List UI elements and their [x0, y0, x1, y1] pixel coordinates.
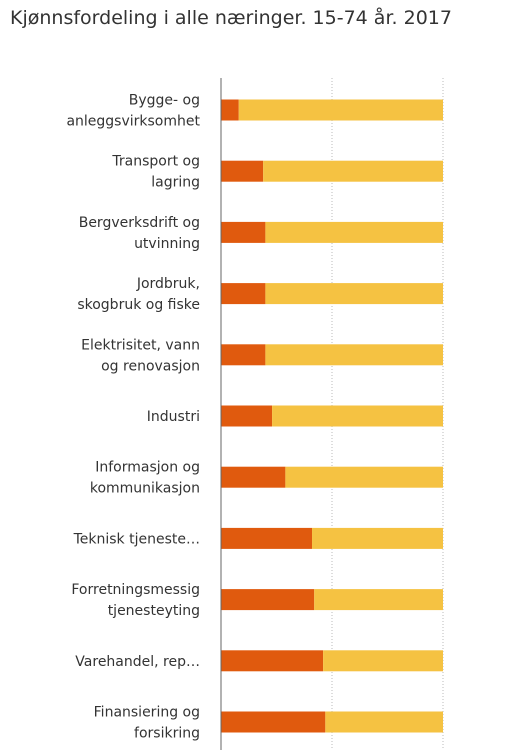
category-label-line: Elektrisitet, vann — [81, 337, 200, 353]
bar-series-0-8[interactable] — [221, 589, 315, 611]
category-label: Transport og lagring — [111, 154, 200, 191]
category-label-line: Teknisk tjeneste… — [73, 531, 200, 547]
bar-series-0-7[interactable] — [221, 527, 313, 549]
bar-series-1-9[interactable] — [323, 650, 443, 672]
chart-title: Kjønnsfordeling i alle næringer. 15-74 å… — [10, 7, 452, 29]
bar-series-1-4[interactable] — [265, 344, 443, 366]
category-label: Forretningsmessig tjenesteyting — [71, 582, 200, 619]
bars — [221, 99, 443, 733]
category-label-line: Industri — [147, 409, 200, 425]
category-label-line: tjenesteyting — [108, 603, 200, 619]
bar-series-0-2[interactable] — [221, 221, 266, 243]
category-label-line: Varehandel, rep… — [75, 654, 200, 670]
category-label-line: skogbruk og fiske — [77, 297, 200, 313]
category-label-line: forsikring — [134, 726, 200, 742]
bar-series-0-3[interactable] — [221, 283, 266, 305]
category-label-line: lagring — [151, 175, 200, 191]
bar-series-0-10[interactable] — [221, 711, 326, 733]
category-label: Bygge- og anleggsvirksomhet — [66, 93, 200, 130]
bar-series-0-0[interactable] — [221, 99, 239, 121]
bar-series-0-9[interactable] — [221, 650, 324, 672]
category-label: Varehandel, rep… — [75, 654, 200, 670]
category-label-line: Bygge- og — [129, 93, 200, 109]
category-label-line: Informasjon og — [95, 460, 200, 476]
bar-series-1-0[interactable] — [238, 99, 443, 121]
bar-series-1-10[interactable] — [325, 711, 443, 733]
category-label-line: Forretningsmessig — [71, 582, 200, 598]
bar-series-0-4[interactable] — [221, 344, 266, 366]
bar-series-1-2[interactable] — [265, 221, 443, 243]
bar-series-1-1[interactable] — [263, 160, 443, 182]
category-label: Industri — [147, 409, 200, 425]
bar-series-1-5[interactable] — [272, 405, 443, 427]
category-label: Elektrisitet, vann og renovasjon — [81, 337, 200, 374]
bar-series-0-1[interactable] — [221, 160, 264, 182]
category-label-line: Transport og — [111, 154, 200, 170]
category-label-line: kommunikasjon — [90, 481, 200, 497]
bar-series-1-7[interactable] — [312, 527, 443, 549]
category-label-line: Jordbruk, — [136, 276, 200, 292]
category-label-line: utvinning — [134, 236, 200, 252]
category-label-line: og renovasjon — [101, 358, 200, 374]
bar-series-1-3[interactable] — [265, 283, 443, 305]
category-label: Jordbruk, skogbruk og fiske — [77, 276, 200, 313]
category-label: Bergverksdrift og utvinning — [79, 215, 200, 252]
bar-series-1-6[interactable] — [285, 466, 443, 488]
bar-series-0-6[interactable] — [221, 466, 286, 488]
category-label: Finansiering og forsikring — [94, 705, 200, 742]
category-label: Informasjon og kommunikasjon — [90, 460, 200, 497]
category-label-line: anleggsvirksomhet — [66, 114, 200, 130]
category-labels: Bygge- og anleggsvirksomhet Transport og la… — [66, 93, 200, 742]
category-label-line: Bergverksdrift og — [79, 215, 200, 231]
category-label-line: Finansiering og — [94, 705, 200, 721]
bar-series-1-8[interactable] — [314, 589, 443, 611]
category-label: Teknisk tjeneste… — [73, 531, 200, 547]
bar-series-0-5[interactable] — [221, 405, 273, 427]
